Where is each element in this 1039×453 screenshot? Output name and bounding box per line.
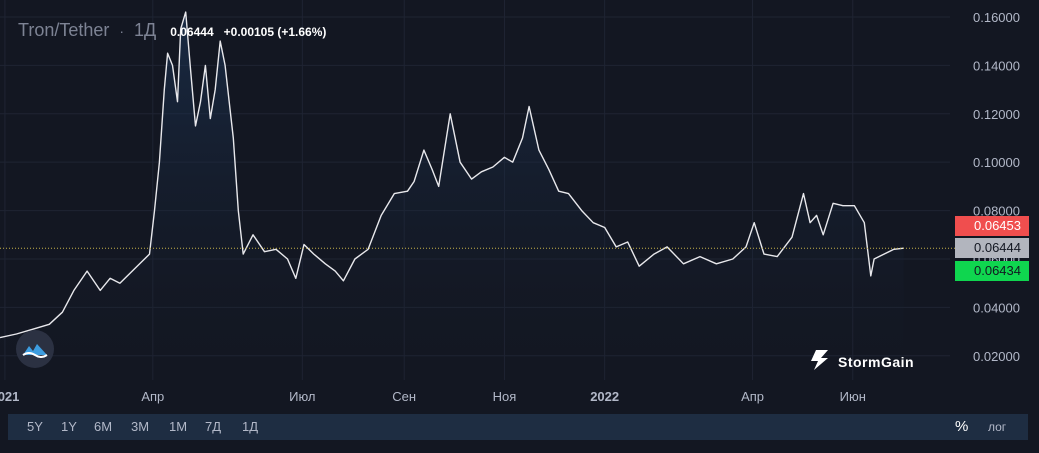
y-tick-label: 0.12000 [973, 107, 1020, 122]
x-tick-label: Апр [741, 389, 764, 404]
range-button-1d[interactable]: 1Д [242, 419, 259, 434]
range-button-1m[interactable]: 1M [169, 419, 188, 434]
last-price-label: 0.06444 [955, 238, 1029, 259]
chart-legend: Tron/Tether · 1Д 0.06444 +0.00105 (+1.66… [18, 20, 326, 41]
y-tick-label: 0.14000 [973, 58, 1020, 73]
range-button-3m[interactable]: 3M [131, 419, 150, 434]
y-tick-label: 0.02000 [973, 349, 1020, 364]
high-price-label: 0.06453 [955, 216, 1029, 237]
x-tick-label: 2022 [590, 389, 619, 404]
interval-label: 1Д [134, 20, 157, 40]
x-tick-label: Апр [141, 389, 164, 404]
percent-scale-toggle[interactable]: % [955, 418, 969, 435]
price-change: +0.00105 (+1.66%) [223, 25, 327, 39]
x-tick-label: Ноя [493, 389, 517, 404]
range-button-6m[interactable]: 6M [94, 419, 113, 434]
last-price: 0.06444 [170, 25, 214, 39]
x-tick-label: 2021 [0, 389, 19, 404]
wave-logo-icon[interactable] [16, 330, 54, 368]
price-chart[interactable]: 0.020000.040000.060000.080000.100000.120… [0, 0, 1039, 410]
brand-name: StormGain [838, 353, 915, 370]
range-button-1y[interactable]: 1Y [61, 419, 77, 434]
log-scale-toggle[interactable]: лог [988, 420, 1007, 434]
stormgain-logo-icon [808, 349, 830, 374]
range-button-5y[interactable]: 5Y [27, 419, 43, 434]
symbol-name: Tron/Tether [18, 20, 110, 40]
x-tick-label: Июн [840, 389, 866, 404]
y-tick-label: 0.08000 [973, 204, 1020, 219]
range-toolbar: 5Y 1Y 6M 3M 1M 7Д 1Д % лог [8, 414, 1028, 440]
series-area [0, 12, 904, 380]
series-line [0, 11, 904, 339]
range-button-7d[interactable]: 7Д [205, 419, 222, 434]
low-price-label: 0.06434 [955, 261, 1029, 282]
brand-watermark: StormGain [808, 349, 914, 374]
y-tick-label: 0.10000 [973, 155, 1020, 170]
y-tick-label: 0.16000 [973, 10, 1020, 25]
x-tick-label: Июл [289, 389, 315, 404]
y-tick-label: 0.04000 [973, 300, 1020, 315]
legend-separator: · [119, 23, 125, 39]
x-tick-label: Сен [392, 389, 416, 404]
